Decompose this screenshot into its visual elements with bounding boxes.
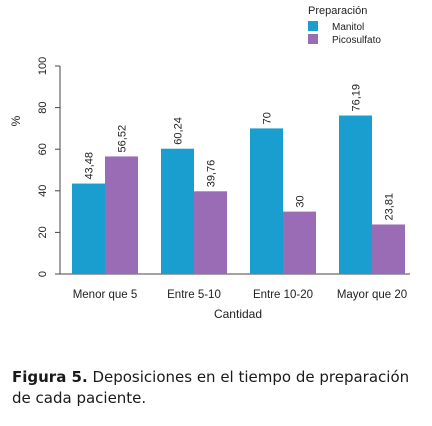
x-tick-label: Entre 5-10 xyxy=(167,289,221,301)
x-tick-label: Entre 10-20 xyxy=(253,289,313,301)
caption-text: Deposiciones en el tiempo de preparación… xyxy=(12,368,410,407)
data-label-picosulfato-1: 56,52 xyxy=(117,125,129,153)
legend: Preparación Manitol Picosulfato xyxy=(308,5,381,46)
data-label-picosulfato-4: 23,81 xyxy=(384,193,396,221)
y-tick-label: 0 xyxy=(37,271,49,277)
data-label-picosulfato-2: 39,76 xyxy=(206,160,218,188)
legend-label-picosulfato: Picosulfato xyxy=(332,35,381,46)
data-label-manitol-2: 60,24 xyxy=(173,117,185,145)
bar-picosulfato-4 xyxy=(372,224,405,274)
y-ticks: 0 20 40 60 80 100 xyxy=(37,57,60,277)
y-tick-label: 100 xyxy=(37,57,49,75)
y-tick-label: 80 xyxy=(37,101,49,113)
x-tick-labels: Menor que 5 Entre 5-10 Entre 10-20 Mayor qu… xyxy=(73,289,407,301)
legend-title: Preparación xyxy=(308,5,367,17)
bar-picosulfato-3 xyxy=(283,211,316,274)
y-axis-title: % xyxy=(9,115,23,126)
legend-swatch-manitol xyxy=(308,21,318,31)
bar-manitol-3 xyxy=(250,128,283,274)
x-tick-label: Mayor que 20 xyxy=(337,289,407,301)
bar-manitol-1 xyxy=(72,183,105,274)
y-tick-label: 40 xyxy=(37,185,49,197)
bar-chart: Preparación Manitol Picosulfato % Cantid… xyxy=(9,5,410,321)
bar-picosulfato-2 xyxy=(194,191,227,274)
bars: 43,48 56,52 60,24 39,76 70 30 76,19 23,81 xyxy=(72,84,405,274)
x-axis-title: Cantidad xyxy=(214,307,262,321)
data-label-manitol-4: 76,19 xyxy=(351,84,363,112)
data-label-picosulfato-3: 30 xyxy=(295,195,307,207)
data-label-manitol-3: 70 xyxy=(262,112,274,124)
bar-picosulfato-1 xyxy=(105,156,138,274)
bar-manitol-2 xyxy=(161,148,194,274)
caption-label: Figura 5. xyxy=(12,368,88,386)
legend-swatch-picosulfato xyxy=(308,34,318,44)
bar-manitol-4 xyxy=(339,115,372,274)
y-tick-label: 20 xyxy=(37,226,49,238)
legend-label-manitol: Manitol xyxy=(332,22,364,33)
x-tick-label: Menor que 5 xyxy=(73,289,138,301)
y-tick-label: 60 xyxy=(37,143,49,155)
figure-caption: Figura 5. Deposiciones en el tiempo de p… xyxy=(12,367,422,409)
data-label-manitol-1: 43,48 xyxy=(84,152,96,180)
